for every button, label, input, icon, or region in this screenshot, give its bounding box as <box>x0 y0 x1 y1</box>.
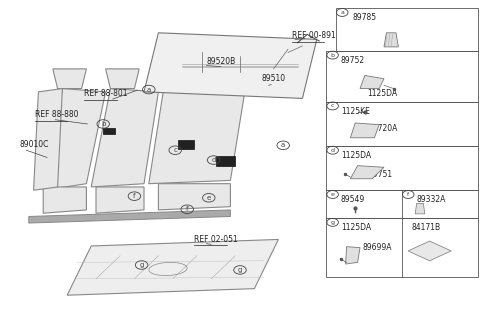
Text: 89549: 89549 <box>341 195 365 204</box>
Polygon shape <box>384 33 398 47</box>
Text: 89520B: 89520B <box>206 57 236 66</box>
Text: 84171B: 84171B <box>411 223 441 232</box>
Text: e: e <box>207 195 211 201</box>
Polygon shape <box>360 75 384 89</box>
Polygon shape <box>43 89 106 190</box>
Text: g: g <box>238 267 242 273</box>
Text: 89332A: 89332A <box>416 195 446 204</box>
Polygon shape <box>103 128 115 134</box>
Text: g: g <box>139 262 144 268</box>
Text: c: c <box>173 147 177 153</box>
Polygon shape <box>346 247 360 264</box>
Text: 89699A: 89699A <box>362 243 392 252</box>
Text: b: b <box>101 121 106 127</box>
Text: d: d <box>211 157 216 163</box>
Text: 1125DA: 1125DA <box>341 151 371 160</box>
Text: REF 02-051: REF 02-051 <box>194 235 238 244</box>
Polygon shape <box>415 203 425 214</box>
Text: e: e <box>331 192 335 197</box>
Polygon shape <box>173 69 211 89</box>
Polygon shape <box>149 92 245 184</box>
Polygon shape <box>29 210 230 223</box>
Text: 89720A: 89720A <box>368 124 397 133</box>
Polygon shape <box>67 239 278 295</box>
Polygon shape <box>350 123 379 138</box>
Text: 89751: 89751 <box>368 170 392 179</box>
Polygon shape <box>106 69 139 89</box>
Polygon shape <box>34 89 62 190</box>
Text: 89785: 89785 <box>353 13 377 22</box>
Text: REF 00-891: REF 00-891 <box>292 31 336 40</box>
Text: g: g <box>331 220 335 225</box>
Polygon shape <box>144 33 317 98</box>
Text: 1125DA: 1125DA <box>367 89 397 98</box>
Text: 1125DA: 1125DA <box>341 223 371 232</box>
Polygon shape <box>53 69 86 89</box>
Text: 89510: 89510 <box>262 74 286 83</box>
Polygon shape <box>96 187 144 213</box>
Text: 89010C: 89010C <box>19 140 48 149</box>
Text: d: d <box>331 148 335 153</box>
Polygon shape <box>158 184 230 210</box>
Polygon shape <box>178 140 194 149</box>
Text: REF 88-880: REF 88-880 <box>35 110 78 119</box>
Text: a: a <box>147 87 151 92</box>
Polygon shape <box>43 187 86 213</box>
Polygon shape <box>408 241 451 261</box>
Text: a: a <box>281 142 285 148</box>
Polygon shape <box>91 89 158 187</box>
Text: REF 88-801: REF 88-801 <box>84 90 128 98</box>
Polygon shape <box>216 156 235 166</box>
Polygon shape <box>350 166 384 179</box>
Text: a: a <box>340 10 344 15</box>
Text: f: f <box>133 193 136 199</box>
Text: b: b <box>331 52 335 58</box>
Text: 89752: 89752 <box>341 56 365 65</box>
Text: 1125KE: 1125KE <box>341 107 370 115</box>
Text: c: c <box>331 103 335 109</box>
Text: f: f <box>186 206 189 212</box>
Text: f: f <box>407 192 409 197</box>
